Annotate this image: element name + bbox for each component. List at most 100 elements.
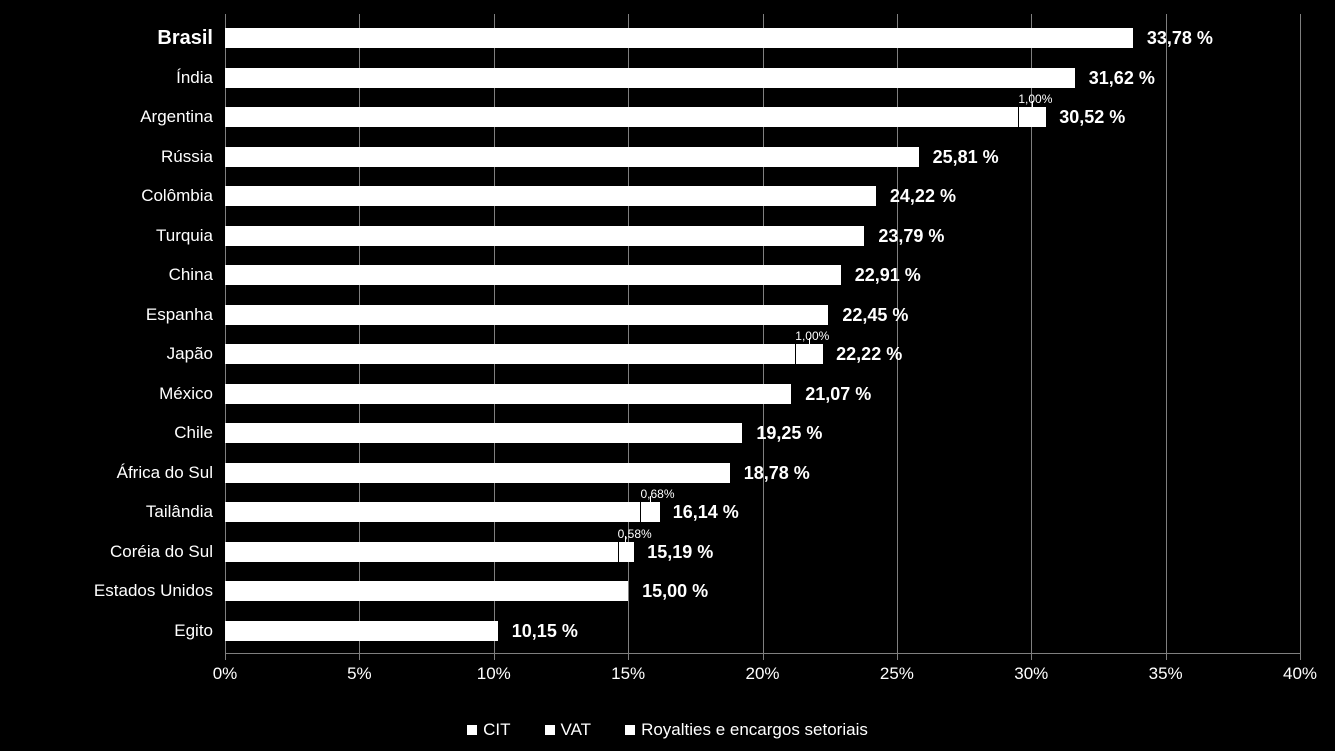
x-tick [628,654,629,660]
x-tick [1166,654,1167,660]
x-tick-label: 10% [477,664,511,684]
royalties-tick [809,338,810,344]
x-tick-label: 0% [213,664,238,684]
category-label: Brasil [157,28,225,48]
x-tick [763,654,764,660]
bar-row: Brasil33,78 % [225,28,1300,48]
royalties-tick [1032,101,1033,107]
category-label: Rússia [161,147,225,167]
bar-segment-main [225,581,628,601]
bar-row: Chile19,25 % [225,423,1300,443]
bar-segment-main [225,621,498,641]
total-value-label: 33,78 % [1133,28,1213,48]
bar-segment-royalties [618,542,635,562]
bar-segment-main [225,463,730,483]
bar-row: Rússia25,81 % [225,147,1300,167]
x-tick-label: 25% [880,664,914,684]
bar-segment-royalties [1018,107,1046,127]
total-value-label: 18,78 % [730,463,810,483]
category-label: Estados Unidos [94,581,225,601]
total-value-label: 22,45 % [828,305,908,325]
bar-segment-main [225,68,1075,88]
legend-item: VAT [545,720,592,740]
category-label: Índia [176,68,225,88]
total-value-label: 23,79 % [864,226,944,246]
bar-row: Turquia23,79 % [225,226,1300,246]
x-tick [897,654,898,660]
x-tick-label: 5% [347,664,372,684]
total-value-label: 16,14 % [659,502,739,522]
bar-segment-main [225,423,742,443]
x-tick-label: 40% [1283,664,1317,684]
bar-segment-main [225,384,791,404]
legend-swatch [625,725,635,735]
category-label: Japão [167,344,225,364]
total-value-label: 15,00 % [628,581,708,601]
royalties-tick [625,536,626,542]
total-value-label: 19,25 % [742,423,822,443]
x-tick [1300,654,1301,660]
bar-row: Espanha22,45 % [225,305,1300,325]
x-tick-label: 35% [1149,664,1183,684]
category-label: Tailândia [146,502,225,522]
bar-segment-royalties [640,502,659,522]
bar-segment-main [225,147,919,167]
bar-row: Tailândia0,68%16,14 % [225,502,1300,522]
bar-row: Coréia do Sul0,58%15,19 % [225,542,1300,562]
bar-row: Colômbia24,22 % [225,186,1300,206]
bar-row: Índia31,62 % [225,68,1300,88]
legend-swatch [545,725,555,735]
legend-swatch [467,725,477,735]
category-label: Egito [174,621,225,641]
royalties-value-label: 0,58% [618,528,652,540]
x-tick-label: 30% [1014,664,1048,684]
bar-row: Argentina1,00%30,52 % [225,107,1300,127]
bar-row: África do Sul18,78 % [225,463,1300,483]
total-value-label: 15,19 % [633,542,713,562]
bar-segment-main [225,107,1018,127]
legend-label: VAT [561,720,592,740]
total-value-label: 25,81 % [919,147,999,167]
bar-segment-main [225,186,876,206]
x-tick [359,654,360,660]
gridline [1300,14,1301,654]
bar-row: Estados Unidos15,00 % [225,581,1300,601]
royalties-value-label: 1,00% [1018,93,1052,105]
royalties-value-label: 1,00% [795,330,829,342]
total-value-label: 21,07 % [791,384,871,404]
total-value-label: 30,52 % [1045,107,1125,127]
x-tick [1031,654,1032,660]
legend: CIT VAT Royalties e encargos setoriais [0,720,1335,740]
total-value-label: 31,62 % [1075,68,1155,88]
bar-segment-main [225,265,841,285]
category-label: Chile [174,423,225,443]
bar-segment-main [225,344,795,364]
total-value-label: 22,22 % [822,344,902,364]
total-value-label: 10,15 % [498,621,578,641]
x-tick [225,654,226,660]
bar-row: Egito10,15 % [225,621,1300,641]
legend-item: CIT [467,720,510,740]
bar-row: México21,07 % [225,384,1300,404]
bar-segment-main [225,502,640,522]
bar-row: Japão1,00%22,22 % [225,344,1300,364]
royalties-tick [650,496,651,502]
bar-segment-main [225,226,864,246]
royalties-value-label: 0,68% [640,488,674,500]
category-label: China [169,265,225,285]
total-value-label: 22,91 % [841,265,921,285]
category-label: Argentina [140,107,225,127]
category-label: Coréia do Sul [110,542,225,562]
tax-burden-chart: 0%5%10%15%20%25%30%35%40%Brasil33,78 %Ín… [0,0,1335,751]
legend-label: Royalties e encargos setoriais [641,720,868,740]
x-tick-label: 15% [611,664,645,684]
bar-segment-main [225,542,618,562]
x-tick-label: 20% [745,664,779,684]
category-label: Espanha [146,305,225,325]
category-label: Colômbia [141,186,225,206]
bar-segment-main [225,305,828,325]
category-label: África do Sul [117,463,225,483]
x-tick [494,654,495,660]
bar-row: China22,91 % [225,265,1300,285]
plot-area: 0%5%10%15%20%25%30%35%40%Brasil33,78 %Ín… [225,14,1300,654]
